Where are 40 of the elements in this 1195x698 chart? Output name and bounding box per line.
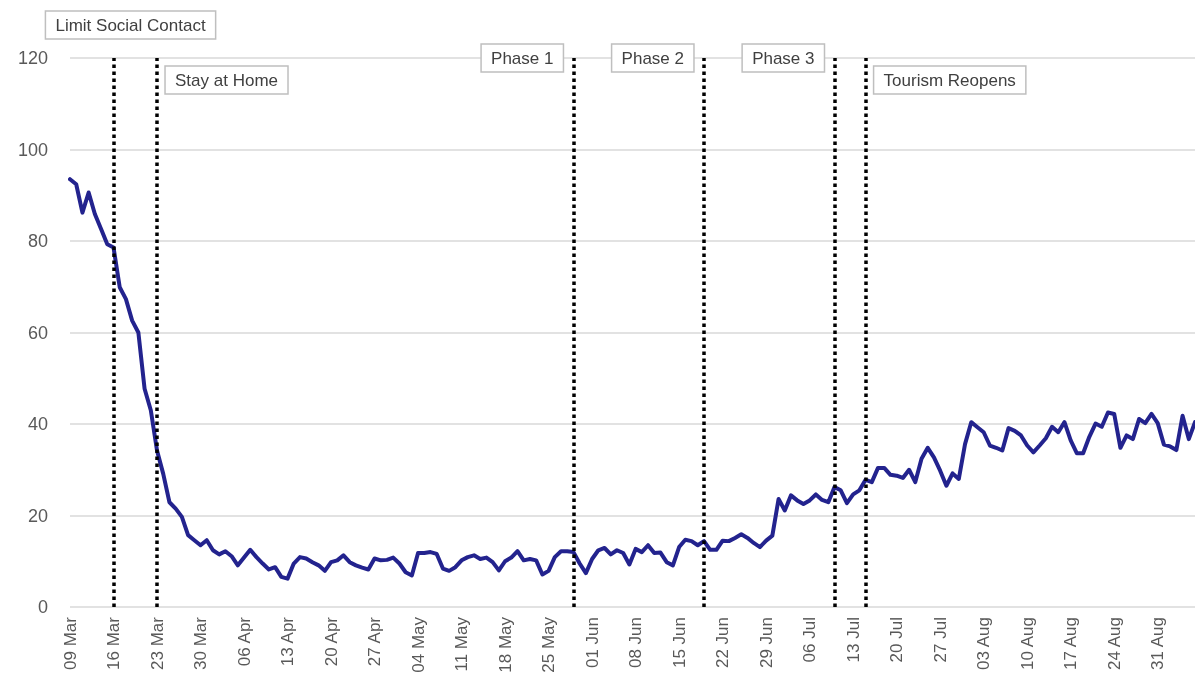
ref-line-label: Stay at Home [175, 70, 279, 90]
x-tick-label: 16 Mar [104, 616, 124, 670]
ref-line-label: Limit Social Contact [55, 15, 206, 35]
x-tick-label: 27 Apr [365, 616, 385, 667]
x-tick-label: 23 Mar [147, 616, 167, 670]
y-tick-label: 40 [27, 414, 48, 434]
x-tick-label: 24 Aug [1104, 617, 1124, 670]
x-tick-label: 18 May [495, 616, 515, 673]
x-tick-label: 01 Jun [582, 617, 602, 669]
ref-line-label: Phase 2 [621, 48, 684, 68]
ref-line-label: Phase 3 [752, 48, 815, 68]
x-tick-label: 08 Jun [626, 617, 646, 669]
x-tick-label: 04 May [408, 616, 428, 673]
y-tick-label: 60 [27, 322, 48, 343]
ref-line-label: Phase 1 [491, 48, 554, 68]
y-tick-label: 0 [37, 597, 48, 617]
x-tick-label: 06 Apr [234, 616, 254, 667]
x-tick-label: 25 May [539, 616, 559, 673]
x-tick-label: 06 Jul [800, 617, 820, 663]
x-tick-label: 30 Mar [191, 616, 211, 670]
x-tick-label: 13 Apr [278, 616, 298, 667]
x-tick-label: 11 May [452, 616, 472, 672]
x-tick-label: 10 Aug [1017, 617, 1037, 670]
x-tick-label: 03 Aug [974, 617, 994, 670]
x-tick-label: 29 Jun [756, 617, 776, 669]
y-tick-label: 120 [17, 48, 48, 68]
x-tick-label: 15 Jun [669, 617, 689, 669]
line-series [68, 177, 1195, 581]
y-tick-label: 100 [17, 139, 48, 160]
x-tick-label: 20 Jul [887, 617, 907, 663]
x-tick-label: 20 Apr [321, 616, 341, 667]
x-tick-label: 31 Aug [1148, 617, 1168, 670]
x-tick-label: 17 Aug [1061, 617, 1081, 670]
x-tick-label: 27 Jul [930, 617, 950, 663]
x-tick-label: 22 Jun [713, 617, 733, 669]
ref-line-label: Tourism Reopens [883, 70, 1016, 90]
y-tick-label: 80 [27, 231, 48, 251]
y-tick-label: 20 [27, 505, 48, 526]
x-tick-label: 09 Mar [60, 616, 80, 670]
x-tick-label: 13 Jul [843, 617, 863, 663]
